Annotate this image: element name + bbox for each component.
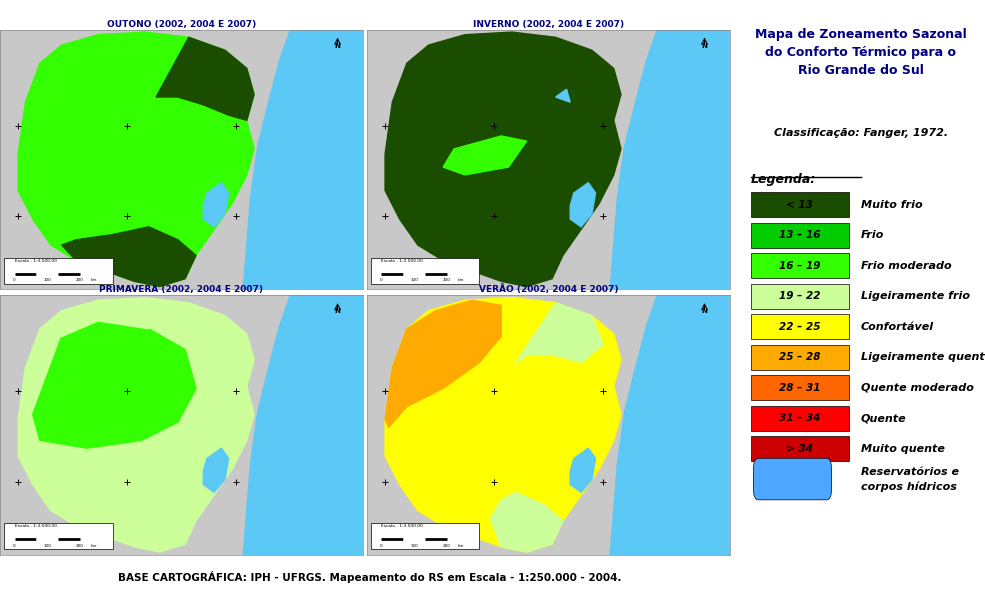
Polygon shape [610, 30, 730, 289]
Text: Confortável: Confortável [861, 322, 934, 332]
Title: PRIMAVERA (2002, 2004 E 2007): PRIMAVERA (2002, 2004 E 2007) [99, 285, 263, 294]
Polygon shape [243, 30, 362, 289]
Text: km: km [91, 278, 98, 282]
Text: Mapa de Zoneamento Sazonal
do Conforto Térmico para o
Rio Grande do Sul: Mapa de Zoneamento Sazonal do Conforto T… [755, 28, 966, 77]
Text: 0: 0 [380, 544, 383, 548]
Polygon shape [570, 448, 596, 492]
Text: 22 – 25: 22 – 25 [779, 322, 821, 332]
Bar [751, 284, 849, 309]
Bar [370, 523, 480, 549]
Text: N: N [335, 308, 341, 314]
Text: 19 – 22: 19 – 22 [779, 291, 821, 301]
Text: N: N [701, 308, 707, 314]
Text: corpos hídricos: corpos hídricos [861, 481, 956, 491]
Text: Ligeiramente frio: Ligeiramente frio [861, 291, 970, 301]
Text: 100: 100 [410, 278, 418, 282]
Bar [4, 258, 112, 284]
Bar [751, 192, 849, 217]
Text: 25 – 28: 25 – 28 [779, 352, 821, 362]
Bar [4, 523, 112, 549]
Polygon shape [443, 136, 527, 175]
Text: Frio moderado: Frio moderado [861, 261, 952, 271]
Polygon shape [18, 297, 254, 552]
Bar [751, 314, 849, 339]
Text: 0: 0 [13, 544, 16, 548]
Title: INVERNO (2002, 2004 E 2007): INVERNO (2002, 2004 E 2007) [473, 19, 624, 29]
Bar [370, 258, 480, 284]
Polygon shape [570, 183, 596, 227]
Polygon shape [385, 300, 501, 427]
Text: 100: 100 [410, 544, 418, 548]
Text: 16 – 19: 16 – 19 [779, 261, 821, 271]
Text: Quente: Quente [861, 413, 906, 423]
Text: 28 – 31: 28 – 31 [779, 382, 821, 392]
Polygon shape [62, 227, 196, 287]
Polygon shape [203, 183, 229, 227]
Polygon shape [18, 32, 254, 287]
Text: Escala - 1:3.500.00: Escala - 1:3.500.00 [15, 525, 56, 528]
Bar [751, 436, 849, 461]
Text: km: km [458, 278, 464, 282]
Text: < 13: < 13 [786, 199, 814, 209]
Polygon shape [556, 89, 570, 102]
Text: 0: 0 [13, 278, 16, 282]
Text: BASE CARTOGRÁFICA: IPH - UFRGS. Mapeamento do RS em Escala - 1:250.000 - 2004.: BASE CARTOGRÁFICA: IPH - UFRGS. Mapeamen… [117, 571, 622, 583]
Text: 100: 100 [43, 278, 51, 282]
Polygon shape [491, 492, 562, 552]
Text: N: N [701, 42, 707, 48]
Polygon shape [40, 300, 160, 336]
Polygon shape [203, 448, 229, 492]
Text: Reservatórios e: Reservatórios e [861, 467, 958, 477]
Text: 0: 0 [380, 278, 383, 282]
Polygon shape [610, 295, 730, 555]
Text: km: km [458, 544, 464, 548]
Text: 200: 200 [76, 544, 84, 548]
Text: Escala - 1:3.500.00: Escala - 1:3.500.00 [381, 525, 424, 528]
Bar [751, 253, 849, 278]
Text: 200: 200 [76, 278, 84, 282]
Polygon shape [156, 37, 254, 120]
Polygon shape [243, 295, 362, 555]
Bar [751, 345, 849, 369]
Polygon shape [516, 303, 603, 362]
Text: Muito frio: Muito frio [861, 199, 923, 209]
Text: Escala - 1:3.500.00: Escala - 1:3.500.00 [15, 259, 56, 263]
Text: Frio: Frio [861, 230, 885, 240]
Text: > 34: > 34 [786, 444, 814, 454]
Text: Quente moderado: Quente moderado [861, 382, 974, 392]
Bar [751, 405, 849, 431]
Text: Legenda:: Legenda: [751, 173, 817, 186]
Text: 200: 200 [443, 544, 451, 548]
Bar [751, 222, 849, 248]
Title: OUTONO (2002, 2004 E 2007): OUTONO (2002, 2004 E 2007) [106, 19, 256, 29]
Polygon shape [385, 32, 621, 287]
Title: VERÃO (2002, 2004 E 2007): VERÃO (2002, 2004 E 2007) [479, 284, 619, 294]
Text: N: N [335, 42, 341, 48]
Text: km: km [91, 544, 98, 548]
Polygon shape [385, 297, 621, 552]
Text: Classificação: Fanger, 1972.: Classificação: Fanger, 1972. [774, 128, 948, 138]
Text: Escala - 1:3.500.00: Escala - 1:3.500.00 [381, 259, 424, 263]
Bar [751, 375, 849, 400]
Text: 31 – 34: 31 – 34 [779, 413, 821, 423]
Text: 13 – 16: 13 – 16 [779, 230, 821, 240]
Polygon shape [33, 321, 196, 448]
Text: Ligeiramente quente: Ligeiramente quente [861, 352, 985, 362]
Text: 200: 200 [443, 278, 451, 282]
Text: Muito quente: Muito quente [861, 444, 945, 454]
Text: 100: 100 [43, 544, 51, 548]
FancyBboxPatch shape [754, 458, 831, 500]
